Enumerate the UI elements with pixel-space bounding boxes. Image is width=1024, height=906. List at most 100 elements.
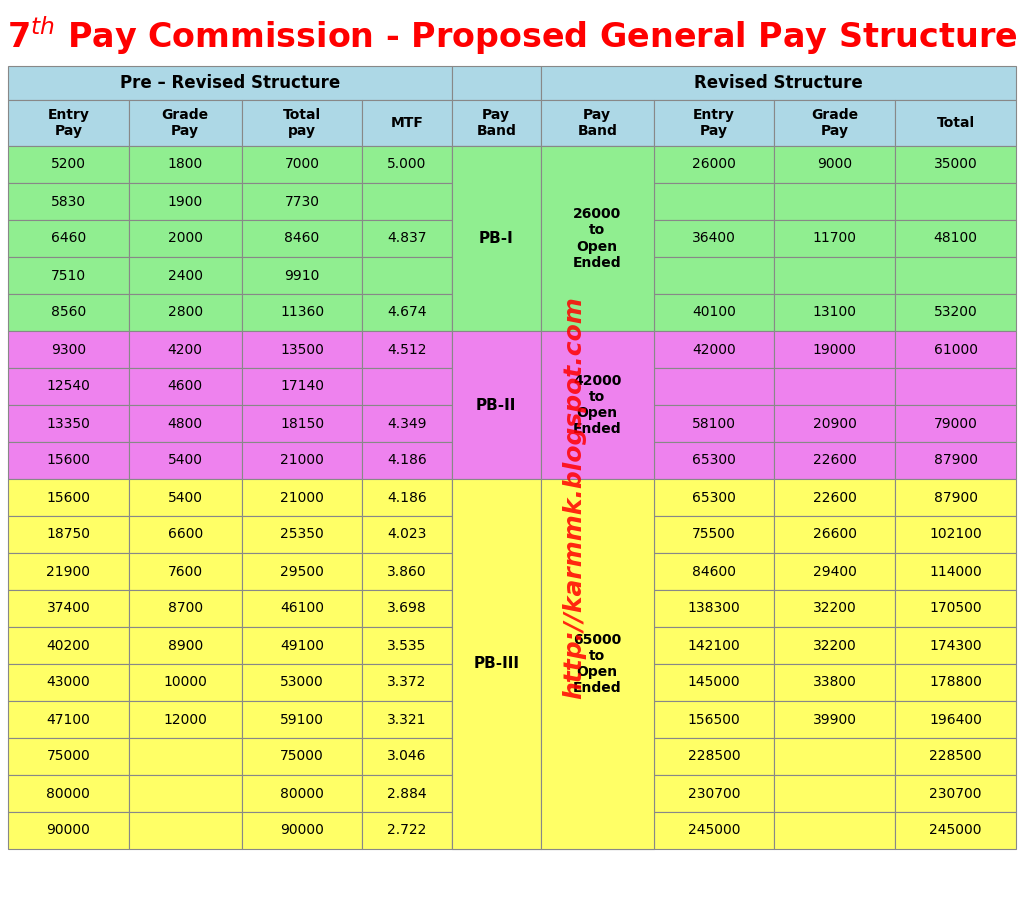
Bar [452, 66, 541, 100]
Bar [129, 294, 242, 331]
Text: 90000: 90000 [46, 824, 90, 837]
Text: 90000: 90000 [281, 824, 324, 837]
Text: 18750: 18750 [46, 527, 90, 542]
Bar [129, 516, 242, 553]
Bar [362, 627, 452, 664]
Bar [8, 183, 129, 220]
Text: 42000
to
Open
Ended: 42000 to Open Ended [572, 373, 622, 437]
Text: 7000: 7000 [285, 158, 319, 171]
Text: 26600: 26600 [813, 527, 857, 542]
Text: 138300: 138300 [688, 602, 740, 615]
Text: 5400: 5400 [168, 454, 203, 467]
Bar [452, 442, 541, 479]
Text: 196400: 196400 [929, 712, 982, 727]
Text: 8900: 8900 [168, 639, 203, 652]
Bar [774, 627, 895, 664]
Bar [541, 146, 653, 183]
Text: 15600: 15600 [46, 490, 90, 505]
Text: 7510: 7510 [51, 268, 86, 283]
Text: 9300: 9300 [51, 342, 86, 356]
Text: 79000: 79000 [934, 417, 978, 430]
Text: 59100: 59100 [280, 712, 324, 727]
Text: 7730: 7730 [285, 195, 319, 208]
Text: 22600: 22600 [813, 454, 857, 467]
Text: 8700: 8700 [168, 602, 203, 615]
Bar [129, 405, 242, 442]
Text: 21000: 21000 [281, 454, 324, 467]
Bar [8, 812, 129, 849]
Bar [362, 812, 452, 849]
Bar [774, 479, 895, 516]
Bar [895, 479, 1016, 516]
Bar [242, 183, 362, 220]
Bar [8, 701, 129, 738]
Text: 170500: 170500 [930, 602, 982, 615]
Text: 5830: 5830 [51, 195, 86, 208]
Bar [653, 627, 774, 664]
Bar [452, 257, 541, 294]
Text: 6460: 6460 [51, 232, 86, 246]
Bar [541, 442, 653, 479]
Bar [895, 664, 1016, 701]
Bar [362, 368, 452, 405]
Text: PB-II: PB-II [476, 398, 516, 412]
Bar [129, 775, 242, 812]
Bar [8, 331, 129, 368]
Bar [653, 590, 774, 627]
Bar [541, 553, 653, 590]
Bar [653, 146, 774, 183]
Bar [541, 664, 653, 701]
Bar [774, 664, 895, 701]
Bar [8, 738, 129, 775]
Bar [452, 331, 541, 479]
Bar [452, 183, 541, 220]
Bar [541, 738, 653, 775]
Text: 46100: 46100 [280, 602, 324, 615]
Bar [541, 220, 653, 257]
Text: 32200: 32200 [813, 639, 857, 652]
Text: 2.722: 2.722 [387, 824, 427, 837]
Bar [8, 294, 129, 331]
Text: 4600: 4600 [168, 380, 203, 393]
Bar [541, 627, 653, 664]
Text: 48100: 48100 [934, 232, 978, 246]
Bar [8, 257, 129, 294]
Bar [452, 405, 541, 442]
Bar [541, 405, 653, 442]
Text: 84600: 84600 [692, 564, 736, 579]
Text: 8460: 8460 [285, 232, 319, 246]
Bar [541, 183, 653, 220]
Text: MTF: MTF [390, 116, 424, 130]
Bar [774, 553, 895, 590]
Text: 21000: 21000 [281, 490, 324, 505]
Text: 4.349: 4.349 [387, 417, 427, 430]
Bar [242, 516, 362, 553]
Text: 58100: 58100 [692, 417, 736, 430]
Bar [242, 738, 362, 775]
Bar [129, 442, 242, 479]
Bar [774, 405, 895, 442]
Bar [541, 331, 653, 368]
Text: 4.674: 4.674 [387, 305, 427, 320]
Bar [653, 812, 774, 849]
Text: 156500: 156500 [688, 712, 740, 727]
Text: 17140: 17140 [280, 380, 324, 393]
Bar [242, 775, 362, 812]
Bar [452, 627, 541, 664]
Bar [541, 257, 653, 294]
Text: 13100: 13100 [813, 305, 857, 320]
Bar [242, 294, 362, 331]
Bar [242, 627, 362, 664]
Text: 4.023: 4.023 [387, 527, 427, 542]
Bar [895, 738, 1016, 775]
Bar [774, 516, 895, 553]
Bar [774, 146, 895, 183]
Bar [362, 738, 452, 775]
Bar [653, 220, 774, 257]
Bar [242, 479, 362, 516]
Bar [452, 738, 541, 775]
Bar [8, 100, 129, 146]
Bar [774, 442, 895, 479]
Bar [774, 331, 895, 368]
Text: 5.000: 5.000 [387, 158, 427, 171]
